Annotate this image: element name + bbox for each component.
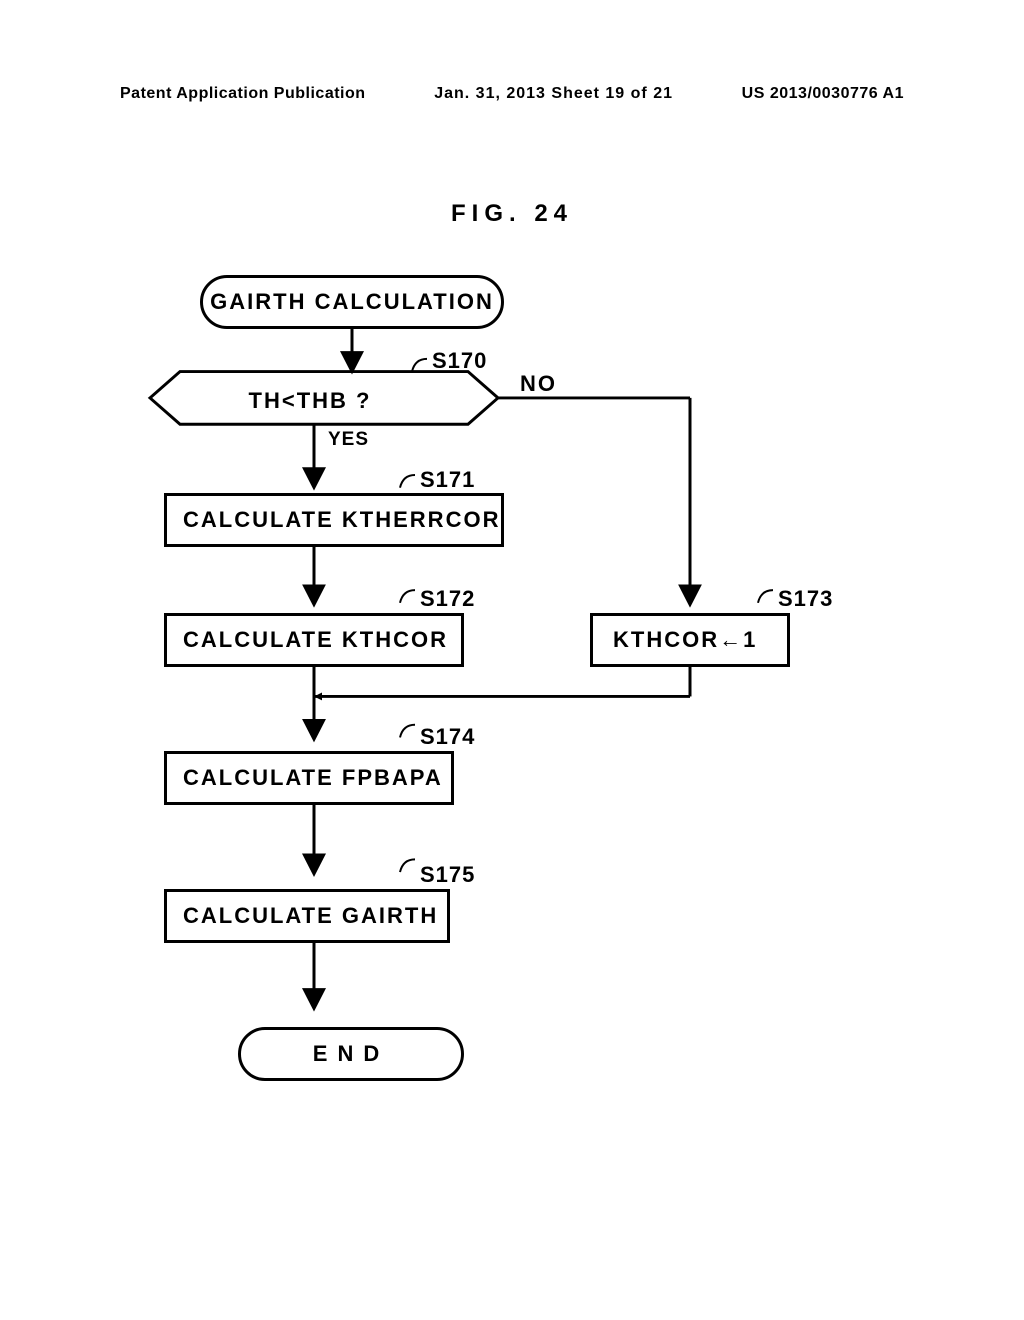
header-center: Jan. 31, 2013 Sheet 19 of 21 xyxy=(434,85,673,103)
step-label-s171: S171 xyxy=(420,467,475,493)
step-label-s173: S173 xyxy=(778,586,833,612)
process-s171: CALCULATE KTHERRCOR xyxy=(164,493,504,547)
start-label: GAIRTH CALCULATION xyxy=(210,289,494,315)
process-s174-text: CALCULATE FPBAPA xyxy=(183,765,443,791)
process-s172: CALCULATE KTHCOR xyxy=(164,613,464,667)
process-s174: CALCULATE FPBAPA xyxy=(164,751,454,805)
process-s173-text: KTHCOR←1 xyxy=(613,627,757,653)
process-s171-text: CALCULATE KTHERRCOR xyxy=(183,507,500,533)
process-s175: CALCULATE GAIRTH xyxy=(164,889,450,943)
page-header: Patent Application Publication Jan. 31, … xyxy=(0,85,1024,103)
flowchart-end: END xyxy=(238,1027,464,1081)
step-label-s172: S172 xyxy=(420,586,475,612)
decision-yes-label: YES xyxy=(328,429,369,451)
process-s175-text: CALCULATE GAIRTH xyxy=(183,903,438,929)
step-label-s174: S174 xyxy=(420,724,475,750)
flowchart-decision-s170: TH<THB ? xyxy=(120,374,500,428)
decision-no-label: NO xyxy=(520,371,557,397)
flowchart-start: GAIRTH CALCULATION xyxy=(200,275,504,329)
end-label: END xyxy=(313,1041,389,1067)
header-left: Patent Application Publication xyxy=(120,85,366,103)
figure-title: FIG. 24 xyxy=(451,200,573,228)
step-label-s170: S170 xyxy=(432,348,487,374)
step-label-s175: S175 xyxy=(420,862,475,888)
decision-text: TH<THB ? xyxy=(120,374,500,428)
process-s173: KTHCOR←1 xyxy=(590,613,790,667)
flowchart-container: GAIRTH CALCULATION TH<THB ? YES NO S170 … xyxy=(0,275,1024,1075)
header-right: US 2013/0030776 A1 xyxy=(742,85,904,103)
process-s172-text: CALCULATE KTHCOR xyxy=(183,627,448,653)
